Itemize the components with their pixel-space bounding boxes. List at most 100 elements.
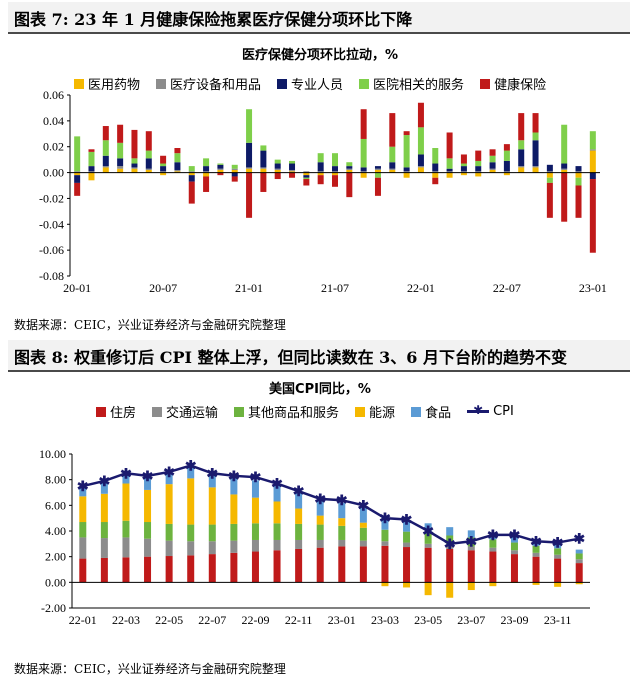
chart1-ytick-label: 0.04 [43,114,64,128]
chart1-bar-segment [303,175,310,178]
chart1-bar-segment [532,132,539,141]
chart2-xtick-label: 23-05 [414,613,442,627]
legend-label: 医用药物 [88,78,141,93]
chart2-xtick-label: 23-11 [544,613,572,627]
chart1-bar-segment [131,158,138,164]
chart1-bar-segment [160,171,167,173]
chart1-bar-segment [332,166,338,172]
chart1-bar-segment [575,166,582,172]
chart1-bar-segment [231,169,238,173]
chart2-bar-segment [532,540,540,546]
legend-label: 健康保险 [494,78,547,93]
chart2-bar-segment [403,531,411,543]
chart1-bar-segment [174,171,181,173]
chart1-bar-segment [518,149,525,167]
chart2-ytick-label: 2.00 [45,550,66,564]
chart2-bar-segment [273,539,281,551]
chart1-bar-segment [217,172,224,176]
chart1-bar-segment [346,168,353,170]
chart1-bar-segment [260,168,267,173]
chart1-bar-segment [403,172,410,178]
legend-swatch [234,406,245,417]
chart2-bar-segment [187,541,195,556]
chart1-bar-segment [102,167,109,173]
chart2-bar-segment [230,477,238,495]
chart2-bar-segment [100,522,108,539]
chart1-ytick-label: -0.02 [39,191,64,205]
chart2-bar-segment [532,552,540,557]
legend-swatch [156,78,167,89]
chart1-bar-segment [446,172,453,178]
chart2-title: 美国CPI同比，% [269,382,371,397]
chart1-bar-segment [432,148,439,164]
chart1-bar-segment [74,175,81,183]
chart1-bar-segment [446,171,453,173]
chart2-bar-segment [575,553,583,560]
chart1-bar-segment [274,159,281,164]
chart1-bar-segment [532,166,539,168]
chart1-bar-segment [188,175,195,182]
chart2-bar-segment [316,539,324,548]
chart2-bar-segment [122,520,130,538]
chart2-cpi-point: ✱ [465,535,477,550]
chart1-bar-segment [432,171,439,173]
chart1-bar-segment [102,126,109,141]
chart2-ytick-label: -2.00 [41,601,66,615]
chart1-bar-segment [360,138,367,168]
chart2-legend-item: 食品 [411,402,451,421]
legend-swatch [411,406,422,417]
chart1-bar-segment [403,167,410,172]
chart2-bar-segment [208,541,216,555]
chart2-bar-segment [273,550,281,583]
chart1-bar-segment [374,172,381,178]
figure8-header: 图表 8: 权重修订后 CPI 整体上浮，但同比读数在 3、6 月下台阶的趋势不… [8,340,630,372]
chart1-bar-segment [503,171,510,173]
chart2-cpi-point: ✱ [271,478,283,493]
chart1-bar-segment [289,160,296,164]
chart1-bar-segment [231,164,238,169]
legend-label: 医院相关的服务 [373,78,465,93]
chart2-bar-segment [273,523,281,540]
chart1-xtick-label: 21-01 [235,281,263,295]
chart1-bar-segment [389,113,396,147]
chart1-bar-segment [432,172,439,178]
chart1-ytick-label: -0.06 [39,243,64,257]
chart2-bar-segment [251,497,259,524]
chart1-bar-segment [102,140,109,156]
chart2-bar-segment [510,536,518,543]
chart1-bar-segment [460,172,467,176]
chart1-bar-segment [74,136,81,172]
chart2-bar-segment [316,515,324,525]
chart2-bar-segment [165,523,173,541]
chart1-bar-segment [145,150,152,159]
chart2-cpi-point: ✱ [552,537,564,552]
chart2-bar-segment [165,484,173,524]
chart1-bar-segment [274,163,281,169]
chart2-bar-segment [165,556,173,583]
chart2-bar-segment [79,496,87,523]
chart1-bar-segment [546,164,553,172]
chart1-bar-segment [360,109,367,139]
chart1-bar-segment [188,171,195,173]
chart2-xtick-label: 23-01 [328,613,356,627]
legend-label: 食品 [425,406,452,421]
chart2-bar-segment [100,493,108,523]
chart1-bar-segment [317,162,324,172]
chart2-bar-segment [359,522,367,528]
chart1-bar-segment [575,172,582,178]
figure7-source: 数据来源：CEIC，兴业证券经济与金融研究院整理 [14,318,286,332]
chart1-ytick-label: 0.06 [43,88,64,102]
chart2-bar-segment [295,523,303,540]
chart2-bar-segment [446,527,454,536]
chart2-bar-segment [510,554,518,583]
chart2-bar-segment [403,547,411,583]
chart2-bar-segment [230,494,238,524]
chart1-bar-segment [589,150,596,173]
chart2-bar-segment [359,507,367,523]
chart1-bar-segment [561,172,568,222]
chart2-bar-segment [338,518,346,526]
chart2-bar-segment [187,462,195,479]
chart1-bar-segment [360,172,367,178]
chart2-cpi-point: ✱ [401,513,413,528]
chart1-bar-segment [532,140,539,167]
